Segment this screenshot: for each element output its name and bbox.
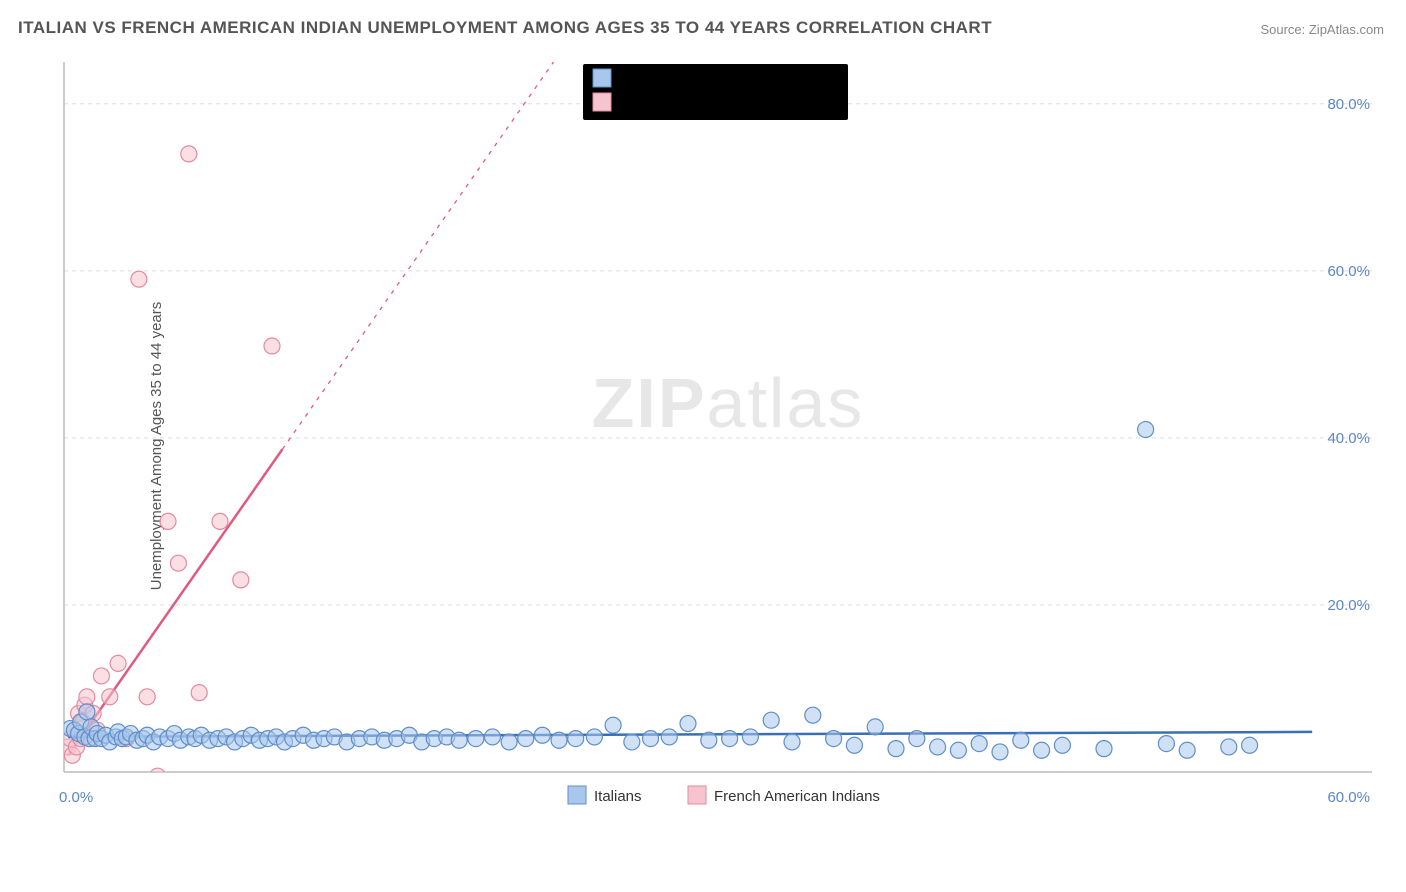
svg-text:80.0%: 80.0% bbox=[1327, 96, 1370, 113]
svg-text:27: 27 bbox=[773, 95, 791, 112]
svg-text:Italians: Italians bbox=[594, 788, 642, 805]
svg-text:20.0%: 20.0% bbox=[1327, 597, 1370, 614]
svg-text:ZIPatlas: ZIPatlas bbox=[592, 364, 865, 442]
svg-text:91: 91 bbox=[773, 71, 791, 88]
svg-text:N =: N = bbox=[733, 71, 758, 88]
svg-text:60.0%: 60.0% bbox=[1327, 789, 1370, 806]
source-label: Source: ZipAtlas.com bbox=[1260, 22, 1384, 37]
svg-text:N =: N = bbox=[733, 95, 758, 112]
svg-text:0.417: 0.417 bbox=[661, 95, 701, 112]
svg-text:French American Indians: French American Indians bbox=[714, 788, 880, 805]
chart-title: ITALIAN VS FRENCH AMERICAN INDIAN UNEMPL… bbox=[18, 18, 992, 38]
svg-text:40.0%: 40.0% bbox=[1327, 430, 1370, 447]
svg-text:R =: R = bbox=[621, 95, 646, 112]
svg-text:0.025: 0.025 bbox=[661, 71, 701, 88]
svg-text:0.0%: 0.0% bbox=[59, 789, 93, 806]
svg-text:60.0%: 60.0% bbox=[1327, 263, 1370, 280]
scatter-plot: 20.0% 40.0% 60.0% 80.0% 0.0% 60.0% ZIPatlas R =… bbox=[52, 52, 1382, 812]
svg-text:R =: R = bbox=[621, 71, 646, 88]
